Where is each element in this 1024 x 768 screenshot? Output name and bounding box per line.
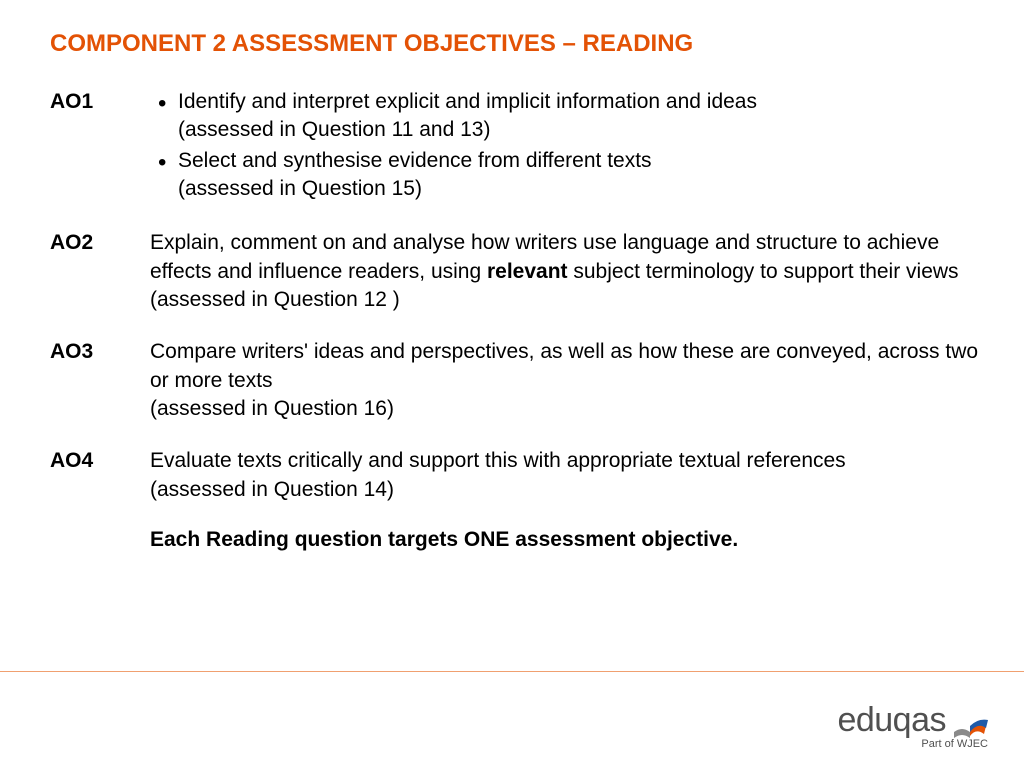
bullet-text: Select and synthesise evidence from diff…	[178, 149, 652, 172]
objectives-list: AO1 Identify and interpret explicit and …	[50, 88, 980, 552]
objective-row: AO1 Identify and interpret explicit and …	[50, 88, 980, 205]
para-text: Explain, comment on and analyse how writ…	[150, 231, 959, 282]
divider-line	[0, 671, 1024, 672]
objective-label: AO3	[50, 338, 150, 364]
objective-label: AO4	[50, 447, 150, 473]
para-text: Evaluate texts critically and support th…	[150, 449, 846, 472]
footer-statement: Each Reading question targets ONE assess…	[150, 528, 980, 552]
objective-row: AO4 Evaluate texts critically and suppor…	[50, 447, 980, 504]
logo-text: eduqas	[837, 701, 946, 740]
brand-logo: eduqas Part of WJEC	[837, 701, 988, 750]
bullet-item: Identify and interpret explicit and impl…	[178, 88, 980, 145]
bullet-item: Select and synthesise evidence from diff…	[178, 147, 980, 204]
para-text: Compare writers' ideas and perspectives,…	[150, 340, 978, 391]
slide-title: COMPONENT 2 ASSESSMENT OBJECTIVES – READ…	[50, 30, 974, 58]
objective-label: AO1	[50, 88, 150, 114]
objective-content: Compare writers' ideas and perspectives,…	[150, 338, 980, 423]
objective-row: AO3 Compare writers' ideas and perspecti…	[50, 338, 980, 423]
bullet-meta: (assessed in Question 15)	[178, 177, 422, 200]
objective-content: Evaluate texts critically and support th…	[150, 447, 980, 504]
bullet-text: Identify and interpret explicit and impl…	[178, 90, 757, 113]
objective-row: AO2 Explain, comment on and analyse how …	[50, 229, 980, 314]
para-meta: (assessed in Question 16)	[150, 397, 394, 420]
objective-label: AO2	[50, 229, 150, 255]
para-meta: (assessed in Question 14)	[150, 478, 394, 501]
book-icon	[952, 712, 988, 740]
objective-content: Identify and interpret explicit and impl…	[150, 88, 980, 205]
bullet-meta: (assessed in Question 11 and 13)	[178, 118, 490, 141]
slide: COMPONENT 2 ASSESSMENT OBJECTIVES – READ…	[0, 0, 1024, 768]
para-meta: (assessed in Question 12 )	[150, 288, 400, 311]
objective-content: Explain, comment on and analyse how writ…	[150, 229, 980, 314]
